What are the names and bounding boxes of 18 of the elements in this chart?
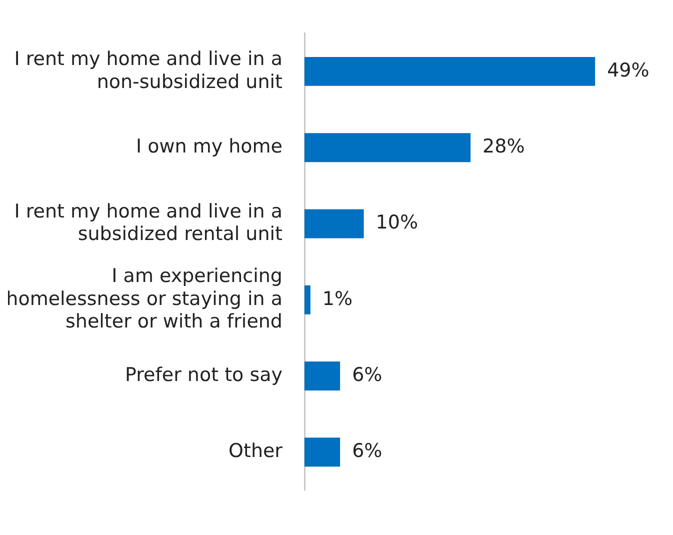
y-tick-label: I rent my home and live in a non-subsidized unit — [14, 48, 282, 93]
data-label: 6% — [352, 440, 382, 462]
y-tick-label: I am experiencing homelessness or staying in a shelter or with a friend — [6, 265, 282, 333]
bar — [304, 209, 364, 238]
y-tick-label: I rent my home and live in a subsidized rental unit — [14, 200, 282, 246]
y-tick-label: Other — [228, 440, 283, 462]
bar — [304, 133, 471, 162]
bar — [304, 57, 596, 86]
y-tick-label: Prefer not to say — [125, 364, 282, 386]
data-label: 10% — [376, 212, 418, 234]
data-label: 1% — [322, 288, 353, 310]
data-label: 49% — [607, 59, 650, 82]
data-label: 6% — [352, 364, 382, 386]
bar — [304, 362, 340, 390]
bar — [304, 285, 310, 314]
bar — [304, 438, 340, 467]
y-tick-label: I own my home — [136, 136, 282, 158]
data-label: 28% — [482, 136, 525, 158]
